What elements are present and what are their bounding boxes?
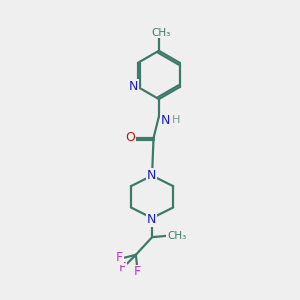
Text: N: N xyxy=(147,213,157,226)
Text: N: N xyxy=(129,80,138,93)
Text: N: N xyxy=(160,114,170,127)
Text: N: N xyxy=(147,169,157,182)
Text: CH₃: CH₃ xyxy=(167,231,186,241)
Text: CH₃: CH₃ xyxy=(151,28,170,38)
Text: O: O xyxy=(126,131,136,144)
Text: H: H xyxy=(172,115,180,125)
Text: F: F xyxy=(119,261,126,274)
Text: F: F xyxy=(134,266,141,278)
Text: F: F xyxy=(116,251,123,264)
